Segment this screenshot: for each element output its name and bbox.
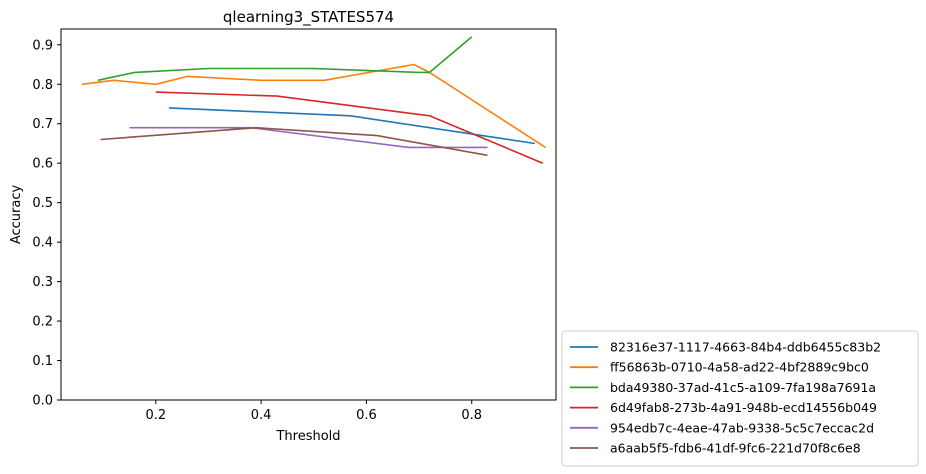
chart-title: qlearning3_STATES574 bbox=[223, 8, 394, 27]
series-line-6 bbox=[100, 126, 488, 157]
y-axis-label: Accuracy bbox=[9, 185, 24, 245]
series-line-1 bbox=[168, 107, 536, 145]
y-tick-label: 0.7 bbox=[32, 117, 53, 132]
y-tick-label: 0.6 bbox=[32, 157, 53, 172]
legend-label: bda49380-37ad-41c5-a109-7fa198a7691a bbox=[610, 380, 876, 395]
legend-item: ff56863b-0710-4a58-ad22-4bf2889c9bc0 bbox=[570, 360, 869, 375]
legend-item: 954edb7c-4eae-47ab-9338-5c5c7eccac2d bbox=[570, 420, 874, 435]
legend-item: bda49380-37ad-41c5-a109-7fa198a7691a bbox=[570, 380, 876, 395]
y-tick-label: 0.3 bbox=[32, 275, 53, 290]
y-tick-label: 0.8 bbox=[32, 78, 53, 93]
legend-item: a6aab5f5-fdb6-41df-9fc6-221d70f8c6e8 bbox=[570, 441, 861, 456]
x-tick-label: 0.6 bbox=[356, 408, 377, 423]
legend-item: 6d49fab8-273b-4a91-948b-ecd14556b049 bbox=[570, 400, 877, 415]
x-tick-label: 0.8 bbox=[461, 408, 482, 423]
x-axis: 0.2 0.4 0.6 0.8 bbox=[145, 400, 482, 423]
y-tick-label: 0.1 bbox=[32, 354, 53, 369]
x-axis-label: Threshold bbox=[275, 429, 340, 444]
plot-frame bbox=[60, 28, 557, 401]
series-line-4 bbox=[155, 91, 544, 164]
y-axis: 0.0 0.1 0.2 0.3 0.4 0.5 0.6 0.7 0.8 0.9 bbox=[32, 38, 61, 409]
legend-label: 6d49fab8-273b-4a91-948b-ecd14556b049 bbox=[610, 400, 877, 415]
plot-area bbox=[81, 36, 546, 164]
x-tick-label: 0.4 bbox=[251, 408, 272, 423]
y-tick-label: 0.0 bbox=[32, 394, 53, 409]
legend-label: 954edb7c-4eae-47ab-9338-5c5c7eccac2d bbox=[610, 420, 874, 435]
legend-label: ff56863b-0710-4a58-ad22-4bf2889c9bc0 bbox=[610, 360, 869, 375]
series-line-2 bbox=[81, 63, 546, 149]
legend: 82316e37-1117-4663-84b4-ddb6455c83b2 ff56… bbox=[561, 330, 919, 467]
y-tick-label: 0.5 bbox=[32, 196, 53, 211]
legend-item: 82316e37-1117-4663-84b4-ddb6455c83b2 bbox=[570, 340, 881, 355]
x-tick-label: 0.2 bbox=[145, 408, 166, 423]
y-tick-label: 0.2 bbox=[32, 315, 53, 330]
legend-frame bbox=[561, 330, 919, 467]
series-line-5 bbox=[129, 126, 488, 149]
y-tick-label: 0.4 bbox=[32, 236, 53, 251]
legend-label: a6aab5f5-fdb6-41df-9fc6-221d70f8c6e8 bbox=[610, 441, 861, 456]
y-tick-label: 0.9 bbox=[32, 38, 53, 53]
series-line-3 bbox=[97, 36, 473, 82]
legend-label: 82316e37-1117-4663-84b4-ddb6455c83b2 bbox=[610, 340, 881, 355]
